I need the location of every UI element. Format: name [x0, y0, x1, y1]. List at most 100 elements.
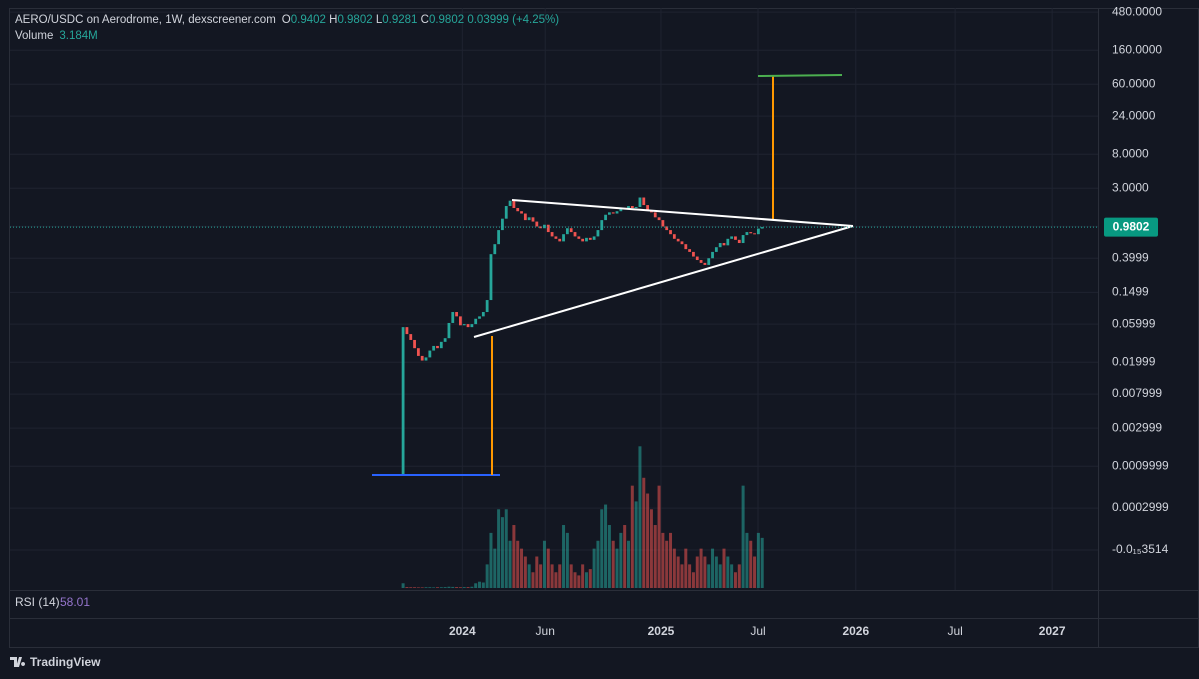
- x-tick-label: Jul: [750, 624, 765, 638]
- candle-body: [756, 228, 760, 235]
- candle-body: [416, 348, 420, 356]
- candle-body: [546, 224, 550, 233]
- ohlc-value: 0.9402: [290, 14, 326, 26]
- candle-body: [405, 327, 409, 335]
- candle-body: [737, 239, 741, 244]
- candle-body: [646, 205, 649, 211]
- candle-body: [401, 327, 405, 475]
- candle-body: [695, 256, 699, 261]
- y-tick-label: 0.3999: [1112, 250, 1149, 264]
- volume-bar: [737, 564, 741, 588]
- candle-body: [531, 217, 535, 222]
- volume-bar: [531, 572, 535, 588]
- volume-bar: [745, 532, 749, 588]
- volume-bar: [458, 587, 462, 588]
- candle-body: [543, 224, 546, 229]
- grid: [10, 8, 1098, 590]
- candle-body: [627, 206, 630, 210]
- candle-body: [741, 235, 745, 244]
- volume-bar: [695, 556, 699, 588]
- volume-layer: [401, 446, 764, 588]
- candle-body: [657, 217, 661, 221]
- volume-bar: [726, 556, 730, 588]
- volume-bar: [711, 548, 715, 588]
- volume-bar: [520, 548, 524, 588]
- candle-body: [600, 220, 604, 231]
- volume-bar: [703, 556, 707, 588]
- volume-bar: [596, 540, 600, 588]
- volume-bar: [634, 501, 638, 588]
- candle-body: [676, 238, 680, 242]
- volume-bar: [497, 509, 501, 588]
- triangle-lower: [473, 225, 854, 338]
- candle-body: [688, 249, 692, 252]
- volume-bar: [546, 548, 550, 588]
- volume-bar: [504, 509, 508, 588]
- volume-bar: [630, 485, 634, 588]
- candle-body: [722, 243, 726, 246]
- volume-bar: [451, 586, 455, 588]
- volume-bar: [688, 564, 692, 588]
- candle-body: [581, 238, 585, 242]
- volume-bar: [672, 548, 676, 588]
- volume-bar: [455, 587, 459, 588]
- volume-bar: [470, 586, 474, 588]
- candle-body: [462, 324, 466, 326]
- candle-body: [573, 232, 577, 237]
- volume-bar: [676, 556, 680, 588]
- candle-body: [760, 227, 764, 229]
- volume-bar: [646, 493, 650, 588]
- candle-body: [420, 355, 424, 361]
- volume-bar: [623, 525, 627, 588]
- volume-bar: [443, 587, 447, 588]
- brand: TradingView: [30, 655, 101, 669]
- volume-bar: [615, 548, 619, 588]
- volume-bar: [749, 540, 753, 588]
- x-tick-label: 2024: [449, 624, 476, 638]
- volume-bar: [542, 540, 546, 588]
- volume-bar: [516, 540, 520, 588]
- candle-body: [439, 341, 443, 349]
- volume-bar: [756, 532, 760, 588]
- volume-bar: [413, 587, 417, 588]
- volume-bar: [474, 583, 478, 588]
- symbol-title: AERO/USDC on Aerodrome, 1W, dexscreener.…: [15, 14, 276, 26]
- candle-body: [730, 236, 734, 239]
- volume-bar: [665, 540, 669, 588]
- volume-bar: [730, 564, 734, 588]
- volume-bar: [554, 572, 558, 588]
- volume-bar: [592, 548, 596, 588]
- candle-body: [489, 254, 493, 301]
- candle-body: [508, 200, 512, 207]
- volume-bar: [657, 485, 661, 588]
- last-price-box: [1104, 217, 1158, 237]
- candle-body: [470, 324, 474, 328]
- x-tick-label: Jul: [947, 624, 962, 638]
- volume-bar: [661, 532, 665, 588]
- ohlc-value: 0.9802: [428, 14, 465, 26]
- volume-bar: [741, 485, 745, 588]
- drawings: [372, 74, 854, 476]
- candle-body: [504, 206, 508, 219]
- ohlc-label: L: [375, 14, 383, 26]
- candle-body: [607, 212, 611, 215]
- volume-bar: [523, 556, 527, 588]
- x-tick-label: Jun: [536, 624, 555, 638]
- y-tick-label: 24.0000: [1112, 108, 1156, 122]
- candle-body: [558, 238, 562, 242]
- y-tick-label: 0.002999: [1112, 420, 1162, 434]
- volume-label: Volume: [15, 30, 54, 42]
- candle-body: [493, 244, 497, 255]
- candle-body: [642, 197, 646, 206]
- volume-bar: [489, 532, 493, 588]
- volume-bar: [600, 509, 604, 588]
- candle-body: [634, 207, 638, 209]
- candle-body: [669, 230, 672, 235]
- volume-bar: [607, 525, 611, 588]
- volume-bar: [424, 587, 428, 588]
- candle-body: [604, 214, 607, 221]
- volume-bar: [481, 582, 485, 588]
- volume-bar: [466, 587, 470, 588]
- candle-body: [523, 213, 527, 221]
